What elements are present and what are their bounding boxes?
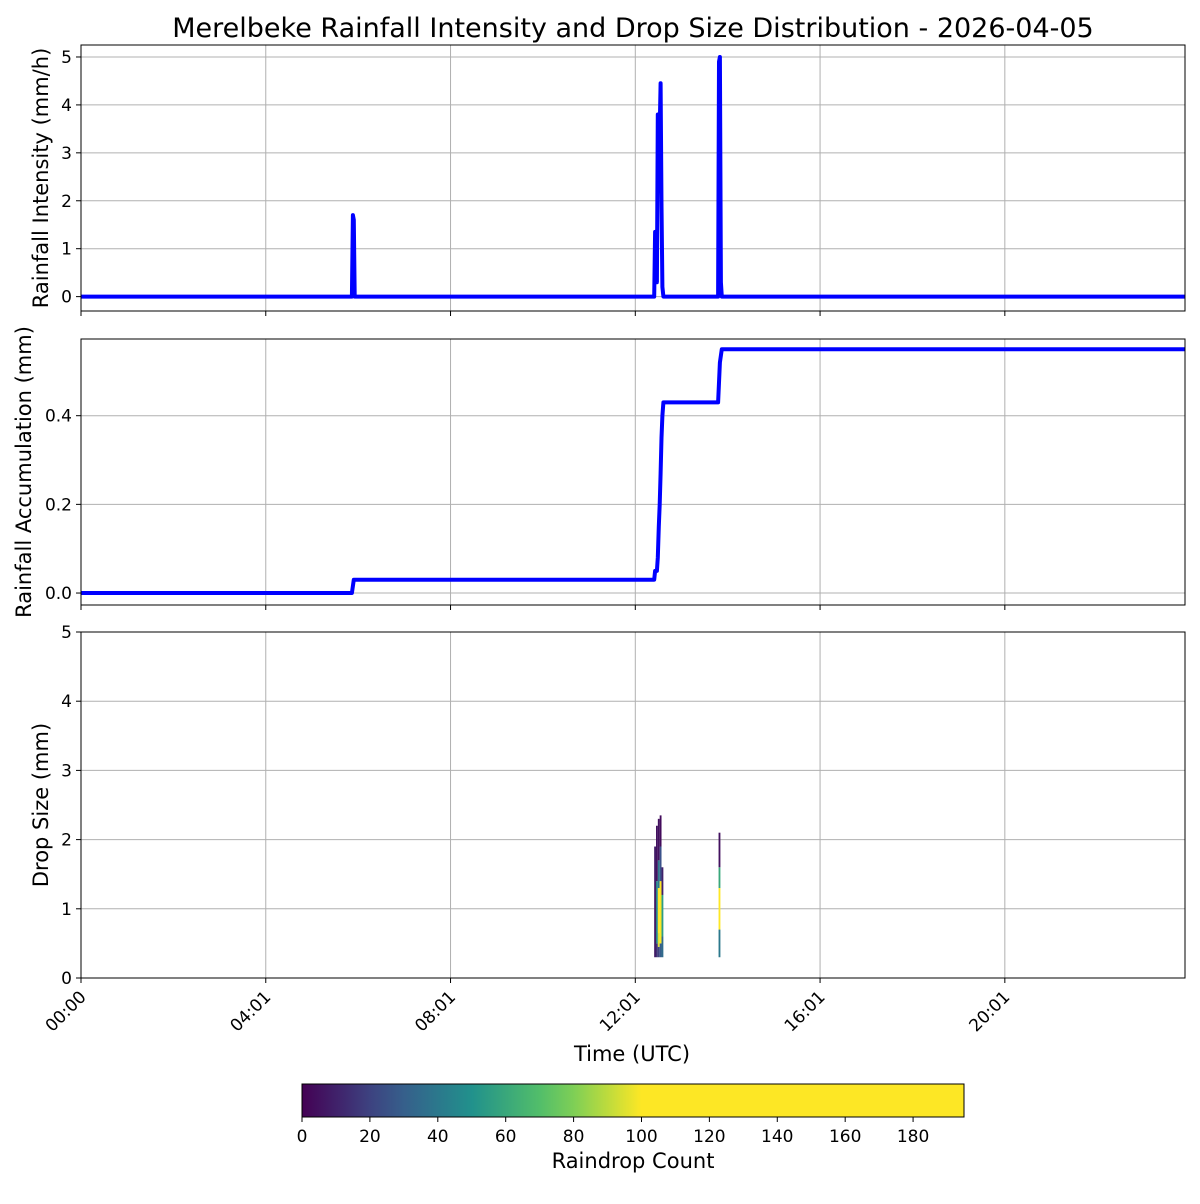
y-tick-label: 0.4 — [45, 407, 72, 427]
x-tick-label: 04:01 — [227, 987, 276, 1036]
y-tick-label: 0.2 — [45, 495, 72, 515]
heatmap-cell — [657, 860, 660, 889]
heatmap-cell — [661, 867, 664, 895]
heatmap-cell — [656, 881, 658, 944]
y-tick-label: 0 — [61, 969, 72, 989]
heatmap-cell — [659, 846, 662, 882]
y-tick-label: 0 — [61, 288, 72, 308]
heatmap-cell — [661, 936, 664, 958]
heatmap-cell — [718, 888, 721, 930]
colorbar-tick-label: 180 — [897, 1127, 929, 1147]
y-tick-label: 3 — [61, 761, 72, 781]
panel-3: 0 1 2 3 4 5 Drop Size (mm) 00:00 04:01 08:01 12:01… — [29, 623, 1186, 1066]
heatmap-cell — [659, 881, 662, 944]
y-tick-label: 2 — [61, 831, 72, 851]
heatmap-cell — [659, 815, 662, 847]
heatmap-cell — [661, 894, 664, 937]
x-axis-label: Time (UTC) — [573, 1042, 690, 1066]
y-tick-label: 5 — [61, 623, 72, 643]
intensity-line — [81, 55, 1185, 299]
y-tick-label: 1 — [61, 240, 72, 260]
x-tick-label: 00:00 — [42, 987, 91, 1036]
y-axis-label: Rainfall Accumulation (mm) — [12, 326, 36, 618]
colorbar-tick-label: 100 — [625, 1127, 657, 1147]
heatmap-cell — [656, 943, 658, 958]
colorbar-tick-label: 60 — [495, 1127, 517, 1147]
figure-title: Merelbeke Rainfall Intensity and Drop Si… — [172, 13, 1093, 44]
y-tick-label: 2 — [61, 192, 72, 212]
colorbar-tick-label: 120 — [693, 1127, 725, 1147]
y-tick-label: 5 — [61, 48, 72, 68]
colorbar-tick-label: 160 — [829, 1127, 861, 1147]
y-axis-label: Rainfall Intensity (mm/h) — [29, 48, 53, 309]
y-axis-label: Drop Size (mm) — [29, 723, 53, 887]
heatmap-cell — [718, 867, 721, 889]
colorbar-tick-label: 40 — [427, 1127, 449, 1147]
x-tick-label: 20:01 — [966, 987, 1015, 1036]
heatmap-cell — [657, 933, 660, 947]
heatmap-cell — [718, 929, 721, 958]
colorbar-label: Raindrop Count — [552, 1149, 715, 1173]
panel-2: 0.0 0.2 0.4 Rainfall Accumulation (mm) — [12, 326, 1186, 618]
heatmap-cell — [657, 946, 660, 958]
heatmap-cell — [654, 846, 656, 958]
colorbar-tick-label: 0 — [297, 1127, 308, 1147]
accumulation-line — [81, 347, 1185, 595]
colorbar-bar — [301, 1083, 965, 1118]
axes-frame — [80, 44, 1186, 312]
heatmap-cell — [718, 832, 721, 868]
y-tick-label: 0.0 — [45, 584, 72, 604]
x-tick-label: 08:01 — [411, 987, 460, 1036]
colorbar: 0 20 40 60 80 100 120 140 160 180 Raindrop Count — [297, 1083, 965, 1173]
axes-frame — [80, 631, 1186, 979]
y-tick-label: 3 — [61, 144, 72, 164]
y-tick-label: 4 — [61, 692, 72, 712]
heatmap-cell — [656, 825, 658, 882]
colorbar-tick-label: 20 — [359, 1127, 381, 1147]
panel-1: 0 1 2 3 4 5 Rainfall Intensity (mm/h) — [29, 44, 1186, 316]
heatmap-cell — [657, 888, 660, 934]
x-tick-label: 16:01 — [781, 987, 830, 1036]
y-tick-label: 1 — [61, 900, 72, 920]
colorbar-tick-label: 140 — [761, 1127, 793, 1147]
heatmap-cell — [659, 943, 662, 958]
colorbar-tick-label: 80 — [563, 1127, 585, 1147]
y-tick-label: 4 — [61, 96, 72, 116]
axes-frame — [80, 338, 1186, 606]
x-tick-label: 12:01 — [596, 987, 645, 1036]
heatmap-cell — [657, 818, 660, 861]
